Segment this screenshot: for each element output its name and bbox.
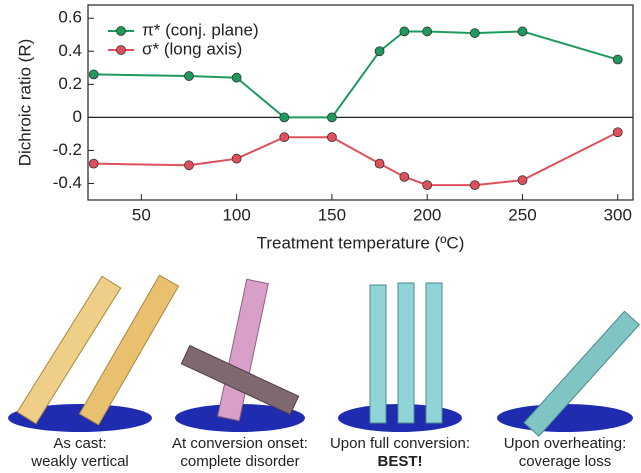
caption: complete disorder — [180, 453, 299, 470]
x-axis-label: Treatment temperature (ºC) — [257, 233, 465, 252]
data-point — [232, 154, 241, 163]
caption: Upon overheating: — [504, 435, 627, 452]
data-point — [518, 176, 527, 185]
data-point — [89, 70, 98, 79]
data-point — [613, 128, 622, 137]
y-tick-label: 0.6 — [58, 8, 82, 27]
data-point — [613, 55, 622, 64]
caption: coverage loss — [519, 453, 612, 470]
data-point — [518, 27, 527, 36]
x-tick-label: 150 — [318, 205, 346, 224]
legend-label: π* (conj. plane) — [142, 20, 259, 39]
caption: Upon full conversion: — [330, 435, 470, 452]
figure: -0.4 -0.2 0 0.2 0.4 0.6 50 100 150 200 250 300 Treat… — [0, 0, 641, 473]
data-point — [400, 172, 409, 181]
caption: BEST! — [378, 453, 423, 470]
data-point — [423, 181, 432, 190]
data-point — [184, 72, 193, 81]
y-tick-label: -0.4 — [53, 173, 82, 192]
legend-marker — [117, 27, 126, 36]
y-tick-label: -0.2 — [53, 140, 82, 159]
illustration-cast — [8, 275, 179, 432]
data-point — [470, 29, 479, 38]
data-point — [184, 161, 193, 170]
x-tick-label: 250 — [508, 205, 536, 224]
x-tick-label: 50 — [132, 205, 151, 224]
caption: As cast: — [53, 435, 106, 452]
caption: weakly vertical — [30, 453, 129, 470]
y-tick-label: 0.4 — [58, 41, 82, 60]
y-tick-label: 0 — [73, 107, 82, 126]
data-point — [375, 47, 384, 56]
data-point — [375, 159, 384, 168]
data-point — [327, 133, 336, 142]
x-tick-label: 200 — [413, 205, 441, 224]
y-axis-label: Dichroic ratio (R) — [15, 39, 34, 167]
data-point — [89, 159, 98, 168]
x-tick-label: 100 — [222, 205, 250, 224]
data-point — [327, 113, 336, 122]
caption: At conversion onset: — [172, 435, 308, 452]
series-line — [94, 132, 618, 185]
illustration-overheat — [497, 311, 639, 436]
data-point — [470, 181, 479, 190]
data-point — [280, 133, 289, 142]
legend-label: σ* (long axis) — [142, 39, 242, 58]
data-point — [400, 27, 409, 36]
y-tick-label: 0.2 — [58, 74, 82, 93]
illustration-onset — [175, 279, 305, 432]
illustration-full — [338, 283, 462, 432]
x-tick-label: 300 — [604, 205, 632, 224]
data-point — [232, 73, 241, 82]
legend-marker — [117, 46, 126, 55]
data-point — [280, 113, 289, 122]
data-point — [423, 27, 432, 36]
